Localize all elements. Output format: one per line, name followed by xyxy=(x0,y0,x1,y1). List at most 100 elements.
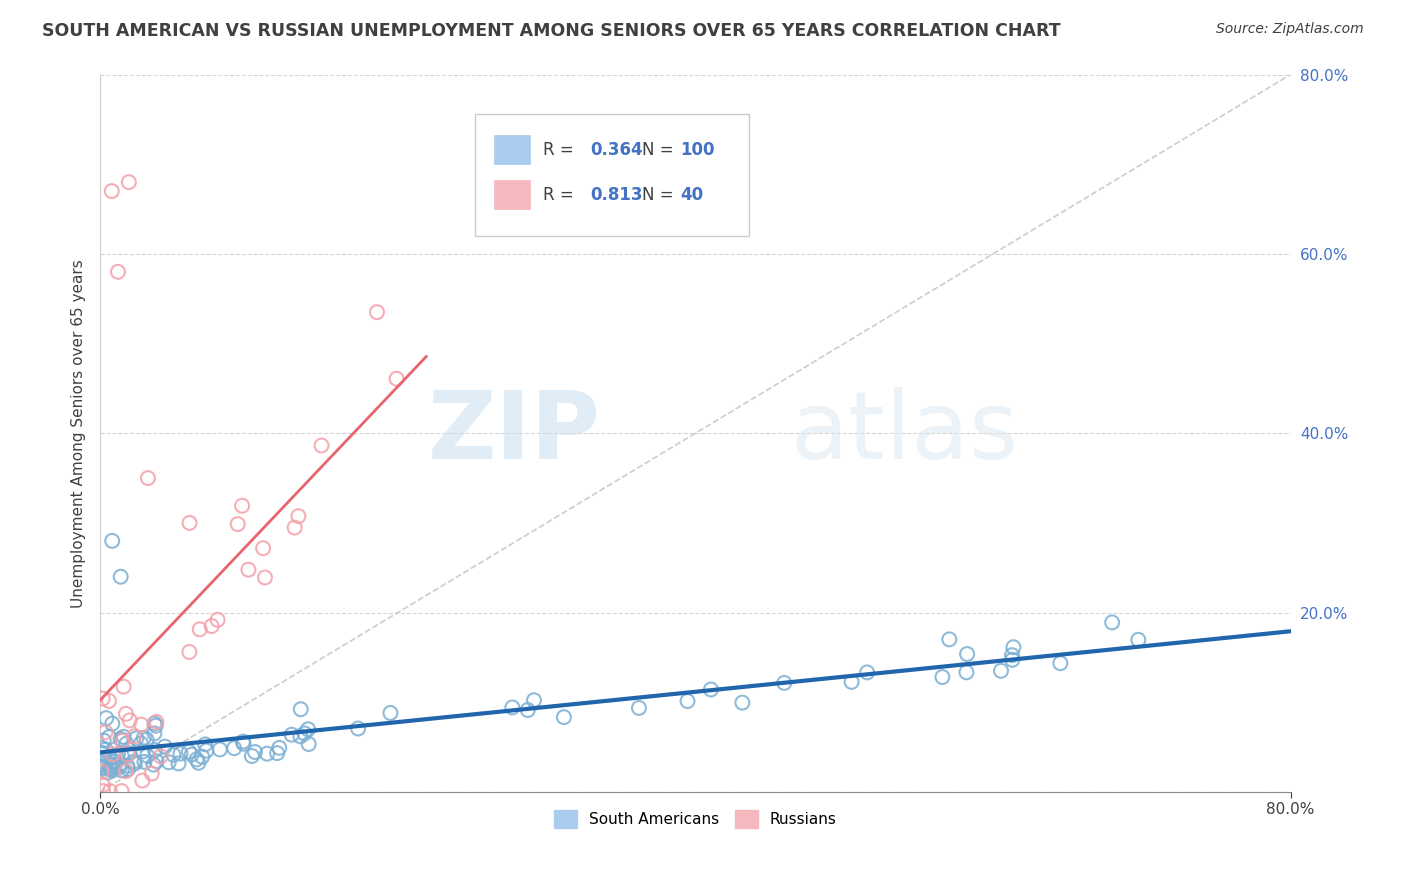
Point xyxy=(94,742,117,756)
Point xyxy=(129,736,152,750)
Point xyxy=(141,766,163,780)
Text: SOUTH AMERICAN VS RUSSIAN UNEMPLOYMENT AMONG SENIORS OVER 65 YEARS CORRELATION C: SOUTH AMERICAN VS RUSSIAN UNEMPLOYMENT A… xyxy=(42,22,1060,40)
Point xyxy=(91,691,114,706)
Point xyxy=(117,762,139,776)
Point xyxy=(298,737,321,751)
Point xyxy=(243,745,266,759)
Point xyxy=(207,613,229,627)
Point xyxy=(553,710,575,724)
Point xyxy=(145,719,167,733)
Point xyxy=(167,756,190,771)
Point xyxy=(115,764,138,779)
Point xyxy=(108,757,131,772)
Text: N =: N = xyxy=(641,186,679,204)
Point xyxy=(110,570,132,584)
FancyBboxPatch shape xyxy=(475,114,749,236)
Point xyxy=(177,745,200,759)
Point xyxy=(118,175,141,189)
Point xyxy=(731,696,754,710)
Point xyxy=(118,746,141,760)
Point xyxy=(136,748,159,763)
Point xyxy=(100,184,122,198)
Point xyxy=(111,748,134,763)
Point xyxy=(287,509,309,524)
Point xyxy=(232,737,254,751)
Point xyxy=(98,761,121,775)
Point xyxy=(280,728,302,742)
Point xyxy=(169,747,191,761)
Point xyxy=(108,760,131,774)
Point xyxy=(93,733,115,747)
Point xyxy=(931,670,953,684)
Point xyxy=(117,747,139,762)
Point xyxy=(90,747,112,761)
Point xyxy=(1002,640,1025,655)
Point xyxy=(110,731,132,746)
Point xyxy=(145,714,167,729)
Point xyxy=(122,755,145,769)
Text: 0.364: 0.364 xyxy=(591,141,643,159)
Point xyxy=(143,716,166,731)
Point xyxy=(1001,653,1024,667)
Point xyxy=(136,471,159,485)
Point xyxy=(311,438,333,452)
Point xyxy=(195,743,218,757)
Point xyxy=(201,619,224,633)
Point xyxy=(194,738,217,752)
Point xyxy=(191,749,214,764)
Point xyxy=(284,520,307,534)
Point xyxy=(1001,648,1024,662)
Point xyxy=(523,693,546,707)
Point xyxy=(187,756,209,770)
Text: 100: 100 xyxy=(681,141,714,159)
Text: atlas: atlas xyxy=(790,387,1019,479)
Point xyxy=(91,784,114,798)
Point xyxy=(132,731,155,745)
Point xyxy=(98,784,121,798)
Point xyxy=(956,647,979,661)
Point xyxy=(91,757,114,772)
Point xyxy=(111,764,134,778)
Point xyxy=(94,725,117,739)
Point xyxy=(103,758,125,772)
Point xyxy=(101,533,124,548)
Point xyxy=(149,749,172,764)
Point xyxy=(93,761,115,775)
Point xyxy=(256,747,278,761)
Point xyxy=(112,680,135,694)
Point xyxy=(134,755,156,769)
Point xyxy=(700,682,723,697)
Point xyxy=(98,730,121,744)
Legend: South Americans, Russians: South Americans, Russians xyxy=(548,804,842,835)
Point xyxy=(143,726,166,740)
Point xyxy=(107,265,129,279)
Point xyxy=(115,706,138,721)
Point xyxy=(188,623,211,637)
Point xyxy=(1049,656,1071,670)
Point xyxy=(238,563,260,577)
Point xyxy=(98,758,121,772)
Point xyxy=(131,773,153,788)
Point xyxy=(118,714,141,728)
Point xyxy=(501,700,523,714)
Point xyxy=(91,746,114,760)
Point xyxy=(112,730,135,744)
Point xyxy=(98,694,121,708)
FancyBboxPatch shape xyxy=(494,135,530,164)
Point xyxy=(231,499,253,513)
Point xyxy=(385,372,408,386)
Point xyxy=(253,570,276,584)
Point xyxy=(96,711,118,725)
Point xyxy=(232,734,254,748)
Point xyxy=(516,703,538,717)
Point xyxy=(240,749,263,764)
Point xyxy=(91,741,114,756)
Point xyxy=(208,742,231,756)
Point xyxy=(107,747,129,762)
Text: R =: R = xyxy=(543,141,579,159)
Point xyxy=(132,744,155,758)
Point xyxy=(179,645,201,659)
Point xyxy=(627,701,650,715)
Point xyxy=(117,759,139,773)
Text: Source: ZipAtlas.com: Source: ZipAtlas.com xyxy=(1216,22,1364,37)
